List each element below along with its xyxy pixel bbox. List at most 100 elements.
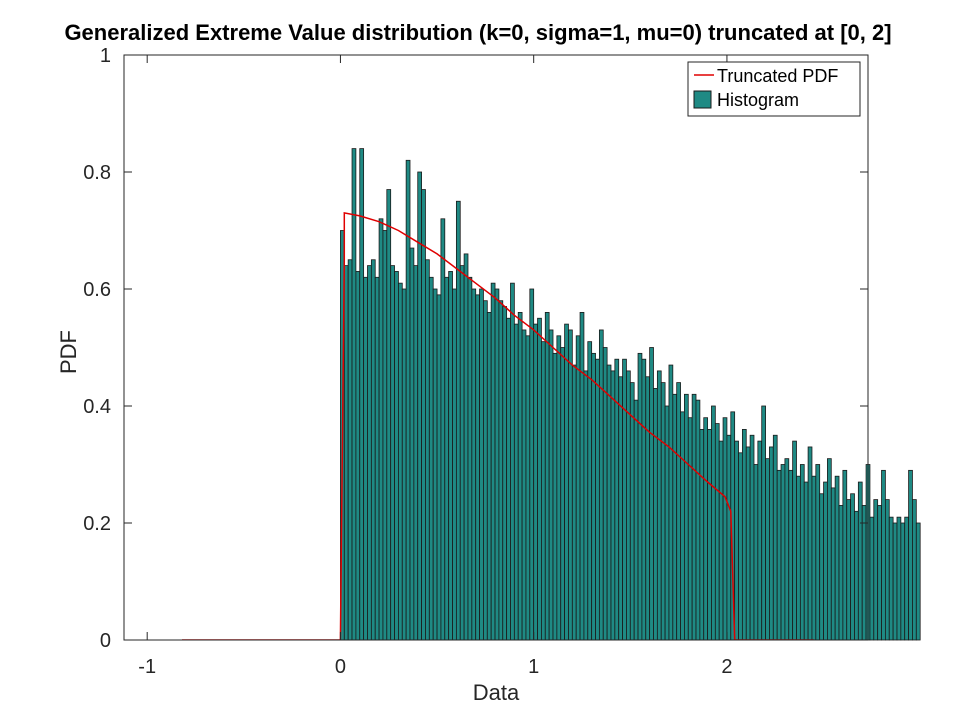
histogram-bar <box>606 364 612 641</box>
histogram-bar <box>896 516 902 641</box>
histogram-bar <box>595 358 600 641</box>
histogram-bar <box>544 311 550 641</box>
histogram-bar <box>618 376 623 641</box>
histogram-bar <box>734 440 739 641</box>
histogram-bar <box>467 276 473 641</box>
histogram-bar <box>753 464 759 641</box>
histogram-bar <box>761 405 766 641</box>
histogram-bar <box>687 417 693 641</box>
histogram-bar <box>351 148 357 641</box>
histogram-bar <box>579 311 585 641</box>
histogram-bar <box>699 428 705 641</box>
histogram-bar <box>873 499 879 641</box>
histogram-bar <box>556 335 562 641</box>
histogram-bar <box>548 329 554 641</box>
histogram-bar <box>564 323 569 641</box>
histogram-bar <box>772 434 778 641</box>
histogram-bar <box>479 288 484 641</box>
histogram-bar <box>718 440 724 641</box>
histogram-bar <box>877 505 882 641</box>
histogram-bar <box>780 464 786 641</box>
histogram-bar <box>571 364 577 641</box>
histogram-bar <box>799 464 805 641</box>
histogram-bar <box>680 411 685 641</box>
histogram-bar <box>854 510 859 641</box>
legend-histogram-label: Histogram <box>717 90 799 110</box>
histogram-bar <box>359 148 365 641</box>
histogram-bar <box>656 370 662 641</box>
histogram-bar <box>842 469 848 641</box>
histogram-bar <box>382 230 388 641</box>
histogram-bar <box>660 382 666 641</box>
x-tick-label: 0 <box>335 656 346 678</box>
x-axis-label: Data <box>473 680 520 705</box>
histogram-bar <box>448 271 453 641</box>
histogram-bar <box>510 282 515 641</box>
histogram-bar <box>490 282 496 641</box>
x-tick-label: 2 <box>721 656 732 678</box>
histogram-bar <box>869 516 875 641</box>
histogram-bar <box>645 376 651 641</box>
histogram-bar <box>861 505 867 641</box>
histogram-bar <box>726 434 732 641</box>
plot-area-group <box>124 55 921 641</box>
histogram-bar <box>347 259 353 641</box>
histogram-bars <box>340 148 921 641</box>
histogram-bar <box>741 428 747 641</box>
histogram-bar <box>892 522 898 641</box>
histogram-bar <box>629 382 635 641</box>
histogram-bar <box>707 428 712 641</box>
histogram-bar <box>537 317 542 641</box>
histogram-bar <box>888 516 894 641</box>
histogram-bar <box>757 440 763 641</box>
y-tick-label: 0.2 <box>83 513 111 535</box>
histogram-bar <box>343 265 349 641</box>
chart-title: Generalized Extreme Value distribution (… <box>64 20 891 45</box>
histogram-bar <box>428 276 434 641</box>
histogram-bar <box>425 259 430 641</box>
histogram-bar <box>355 271 361 641</box>
x-tick-label: 1 <box>528 656 539 678</box>
histogram-bar <box>769 446 774 641</box>
histogram-bar <box>440 218 446 641</box>
histogram-bar <box>374 276 380 641</box>
y-tick-label: 0.8 <box>83 162 111 184</box>
histogram-bar <box>421 189 426 641</box>
histogram-bar <box>714 423 720 641</box>
histogram-bar <box>676 382 681 641</box>
histogram-bar <box>459 265 465 641</box>
histogram-bar <box>436 294 442 641</box>
histogram-bar <box>401 288 407 641</box>
histogram-bar <box>915 522 921 641</box>
histogram-bar <box>745 446 751 641</box>
truncated-pdf-line <box>182 211 814 640</box>
histogram-bar <box>378 218 384 641</box>
histogram-bar <box>637 352 643 641</box>
axes-frame <box>123 54 869 641</box>
histogram-bar <box>695 399 701 641</box>
histogram-bar <box>664 405 670 641</box>
histogram-bar <box>367 265 372 641</box>
histogram-bar <box>398 282 403 641</box>
histogram-bar <box>541 341 546 641</box>
histogram-bar <box>455 200 461 641</box>
histogram-bar <box>521 329 527 641</box>
histogram-bar <box>552 352 558 641</box>
legend-histogram-swatch <box>693 90 712 109</box>
histogram-bar <box>672 393 678 641</box>
histogram-bar <box>788 469 794 641</box>
histogram-bar <box>583 370 589 641</box>
histogram-bar <box>830 487 836 641</box>
histogram-bar <box>463 253 469 641</box>
histogram-bar <box>498 300 504 641</box>
histogram-bar <box>838 505 844 641</box>
y-axis-label: PDF <box>56 330 81 374</box>
histogram-bar <box>513 323 519 641</box>
histogram-bar <box>722 417 728 641</box>
y-tick-label: 0 <box>100 630 111 652</box>
histogram-bar <box>409 247 415 641</box>
histogram-bar <box>846 499 852 641</box>
histogram-bar <box>900 522 906 641</box>
histogram-bar <box>749 434 755 641</box>
